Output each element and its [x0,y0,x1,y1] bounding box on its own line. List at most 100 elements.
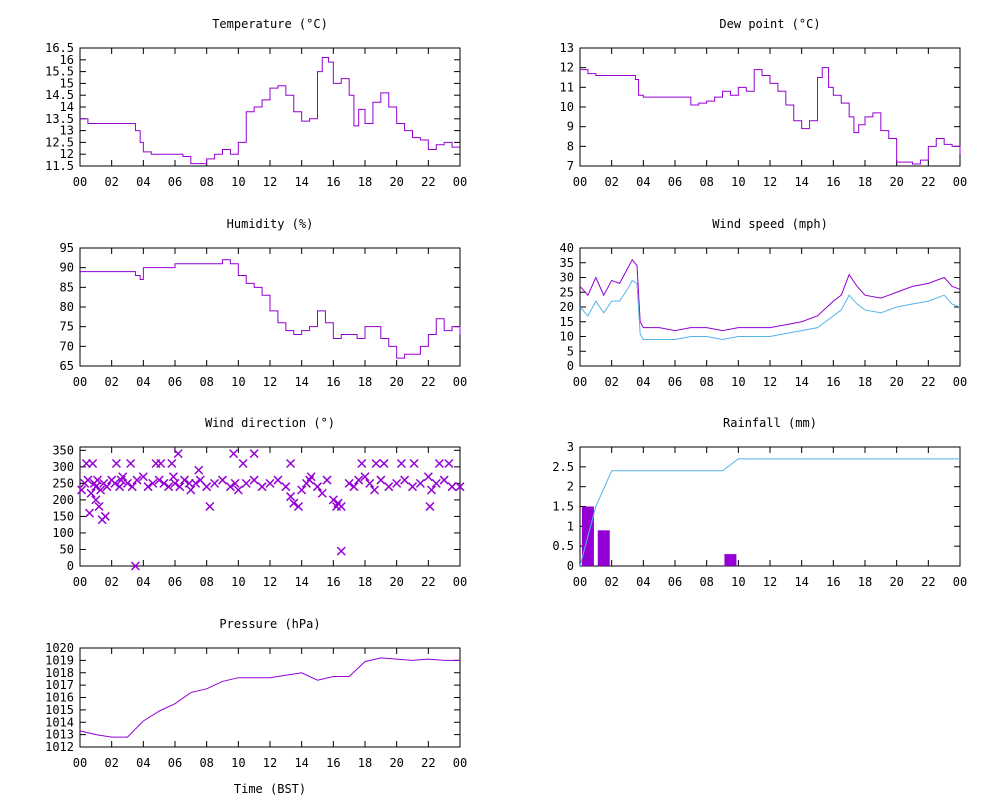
x-tick-label: 10 [231,375,245,389]
scatter-point [205,501,215,512]
y-tick-label: 13 [560,41,574,55]
x-tick-label: 20 [889,175,903,189]
x-tick-label: 16 [326,756,340,770]
point-stroke [156,458,166,469]
y-tick-label: 75 [60,320,74,334]
x-tick-label: 16 [826,575,840,589]
x-tick-label: 20 [889,375,903,389]
scatter-point [281,482,291,492]
point-stroke [83,475,93,485]
scatter-point [116,475,126,485]
y-tick-label: 25 [560,285,574,299]
point-stroke [91,482,101,492]
y-tick-label: 350 [52,443,74,457]
x-tick-label: 04 [136,756,150,770]
scatter-point [154,475,164,485]
scatter-point [354,475,364,485]
point-stroke [281,482,291,492]
point-stroke [205,501,215,512]
x-tick-label: 06 [668,375,682,389]
y-tick-label: 150 [52,509,74,523]
x-tick-label: 12 [263,756,277,770]
x-tick-label: 14 [794,175,808,189]
scatter-point [360,472,370,482]
scatter-point [77,485,87,495]
scatter-point [286,492,296,502]
y-tick-label: 10 [560,330,574,344]
x-tick-label: 14 [294,756,308,770]
plot-frame [79,47,461,167]
scatter-point [249,449,259,459]
x-tick-label: 02 [104,756,118,770]
y-tick-label: 1017 [45,678,74,692]
point-stroke [241,478,251,488]
scatter-point [143,482,153,492]
plot-frame [579,47,961,167]
y-tick-label: 1018 [45,666,74,680]
series-line [80,56,460,165]
scatter-point [439,475,449,485]
scatter-point [297,485,307,495]
scatter-point [138,472,148,482]
scatter-point [365,478,375,488]
scatter-point [156,458,166,469]
x-tick-label: 14 [794,375,808,389]
chart-title: Humidity (%) [227,217,314,231]
point-stroke [238,458,248,469]
point-stroke [286,492,296,502]
scatter-point [431,478,441,488]
scatter-point [249,475,259,485]
y-tick-label: 1012 [45,740,74,754]
y-tick-label: 20 [560,300,574,314]
x-tick-label: 22 [921,575,935,589]
point-stroke [175,482,185,492]
x-tick-label: 02 [604,375,618,389]
x-tick-label: 14 [294,375,308,389]
point-stroke [77,485,87,495]
scatter-point [415,478,425,488]
y-tick-label: 90 [60,261,74,275]
point-stroke [111,458,121,469]
x-axis-title: Time (BST) [234,782,306,796]
scatter-point [286,458,296,469]
point-stroke [130,561,140,571]
point-stroke [447,482,457,492]
x-tick-label: 00 [953,575,967,589]
x-tick-label: 08 [699,175,713,189]
point-stroke [344,478,354,488]
x-tick-label: 10 [731,375,745,389]
x-tick-label: 02 [604,575,618,589]
y-tick-label: 15.5 [45,65,74,79]
chart-title: Wind speed (mph) [712,217,828,231]
point-stroke [126,458,136,469]
y-tick-label: 11.5 [45,159,74,173]
y-tick-label: 1.5 [552,500,574,514]
scatter-point [97,515,107,525]
x-tick-label: 18 [858,175,872,189]
x-tick-label: 10 [731,175,745,189]
point-stroke [202,482,212,492]
point-stroke [328,495,338,505]
scatter-point [444,458,454,469]
scatter-point [409,458,419,469]
scatter-point [217,475,228,485]
y-tick-label: 50 [60,542,74,556]
x-tick-label: 04 [636,375,650,389]
x-tick-label: 18 [358,175,372,189]
scatter-point [167,458,177,469]
scatter-point [392,478,402,488]
y-tick-label: 0.5 [552,539,574,553]
x-tick-label: 18 [858,575,872,589]
y-tick-label: 40 [560,241,574,255]
point-stroke [164,482,174,492]
scatter-point [111,458,121,469]
scatter-point [273,475,283,485]
scatter-point [423,472,433,482]
point-stroke [297,485,307,495]
scatter-point [122,478,133,488]
y-tick-label: 80 [60,300,74,314]
point-stroke [115,482,125,492]
point-stroke [289,498,299,508]
